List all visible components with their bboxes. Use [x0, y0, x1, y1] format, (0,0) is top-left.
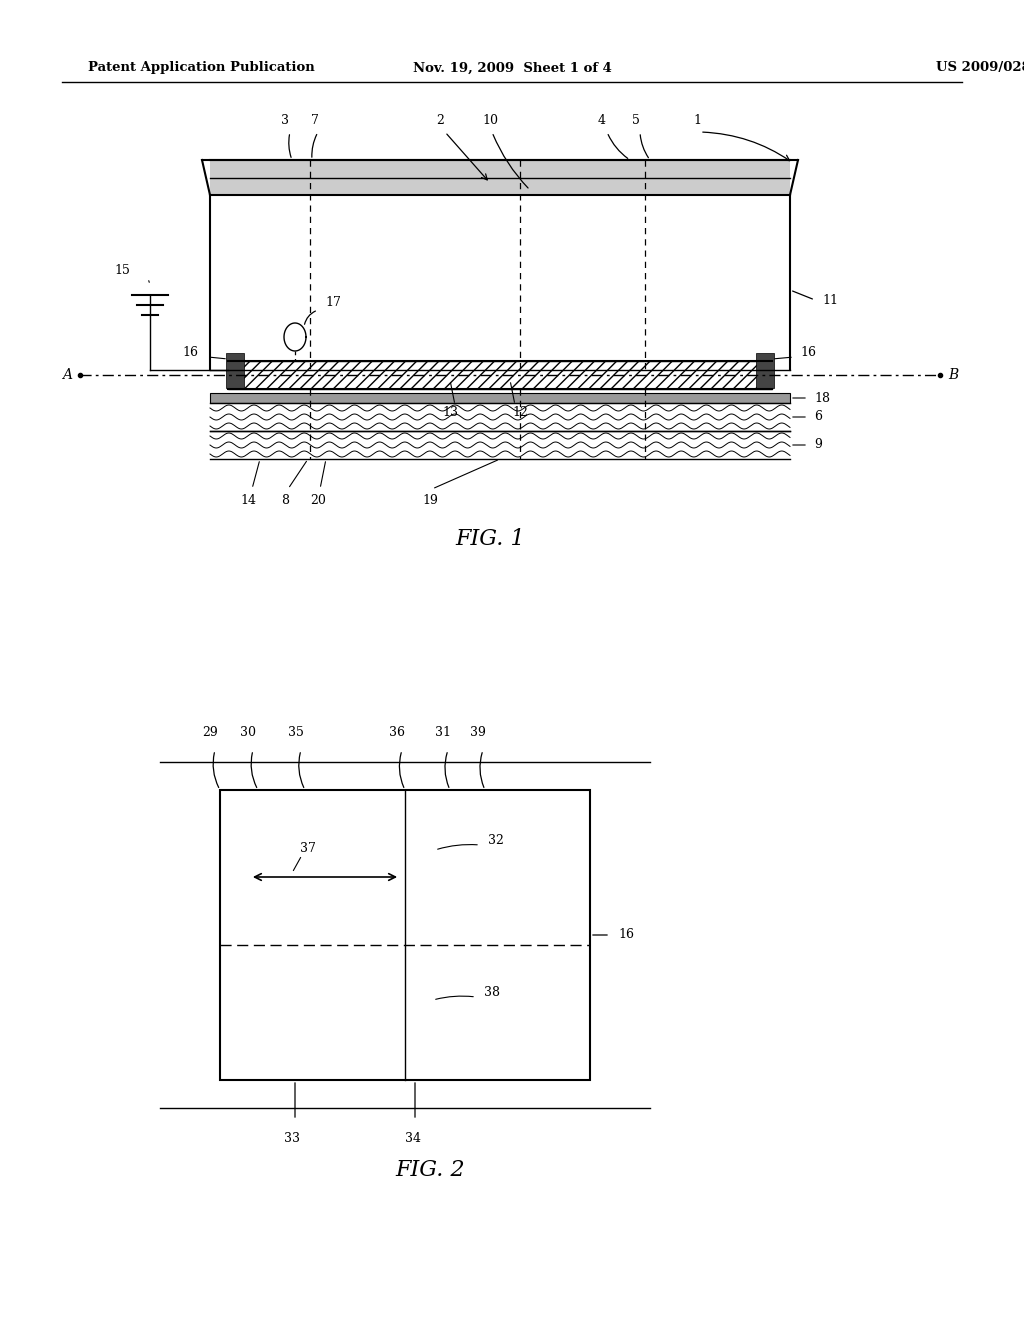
Text: 37: 37	[300, 842, 315, 855]
Text: 30: 30	[240, 726, 256, 738]
Text: 16: 16	[182, 346, 198, 359]
Text: 17: 17	[325, 297, 341, 309]
Text: 4: 4	[598, 114, 606, 127]
Text: 35: 35	[288, 726, 304, 738]
Text: 38: 38	[484, 986, 500, 999]
Text: 14: 14	[240, 495, 256, 507]
Text: B: B	[948, 368, 958, 381]
Bar	[210, 393, 790, 403]
Bar	[228, 360, 772, 389]
Text: US 2009/0284824 A1: US 2009/0284824 A1	[936, 62, 1024, 74]
Text: 18: 18	[814, 392, 830, 404]
Text: Nov. 19, 2009  Sheet 1 of 4: Nov. 19, 2009 Sheet 1 of 4	[413, 62, 611, 74]
Text: 13: 13	[442, 407, 458, 420]
Text: 12: 12	[512, 407, 528, 420]
Text: FIG. 1: FIG. 1	[456, 528, 525, 550]
Bar	[220, 789, 590, 1080]
Bar	[226, 352, 244, 388]
Text: 39: 39	[470, 726, 486, 738]
Text: 2: 2	[436, 114, 444, 127]
Text: 34: 34	[406, 1131, 421, 1144]
Text: 19: 19	[422, 495, 438, 507]
Text: 3: 3	[281, 114, 289, 127]
Text: 33: 33	[284, 1131, 300, 1144]
Text: 29: 29	[202, 726, 218, 738]
Text: 16: 16	[800, 346, 816, 359]
Text: 31: 31	[435, 726, 451, 738]
Text: 9: 9	[814, 438, 822, 451]
Text: 32: 32	[488, 833, 504, 846]
Text: 6: 6	[814, 411, 822, 424]
Text: 15: 15	[114, 264, 130, 276]
Bar	[756, 352, 774, 388]
Bar	[210, 160, 790, 195]
Text: 16: 16	[618, 928, 634, 941]
Text: 8: 8	[281, 495, 289, 507]
Text: A: A	[62, 368, 72, 381]
Text: 10: 10	[482, 114, 498, 127]
Text: Patent Application Publication: Patent Application Publication	[88, 62, 314, 74]
Text: FIG. 2: FIG. 2	[395, 1159, 465, 1181]
Text: 7: 7	[311, 114, 318, 127]
Text: 20: 20	[310, 495, 326, 507]
Text: 36: 36	[389, 726, 406, 738]
Text: 5: 5	[632, 114, 640, 127]
Text: 1: 1	[693, 114, 701, 127]
Text: 11: 11	[822, 293, 838, 306]
